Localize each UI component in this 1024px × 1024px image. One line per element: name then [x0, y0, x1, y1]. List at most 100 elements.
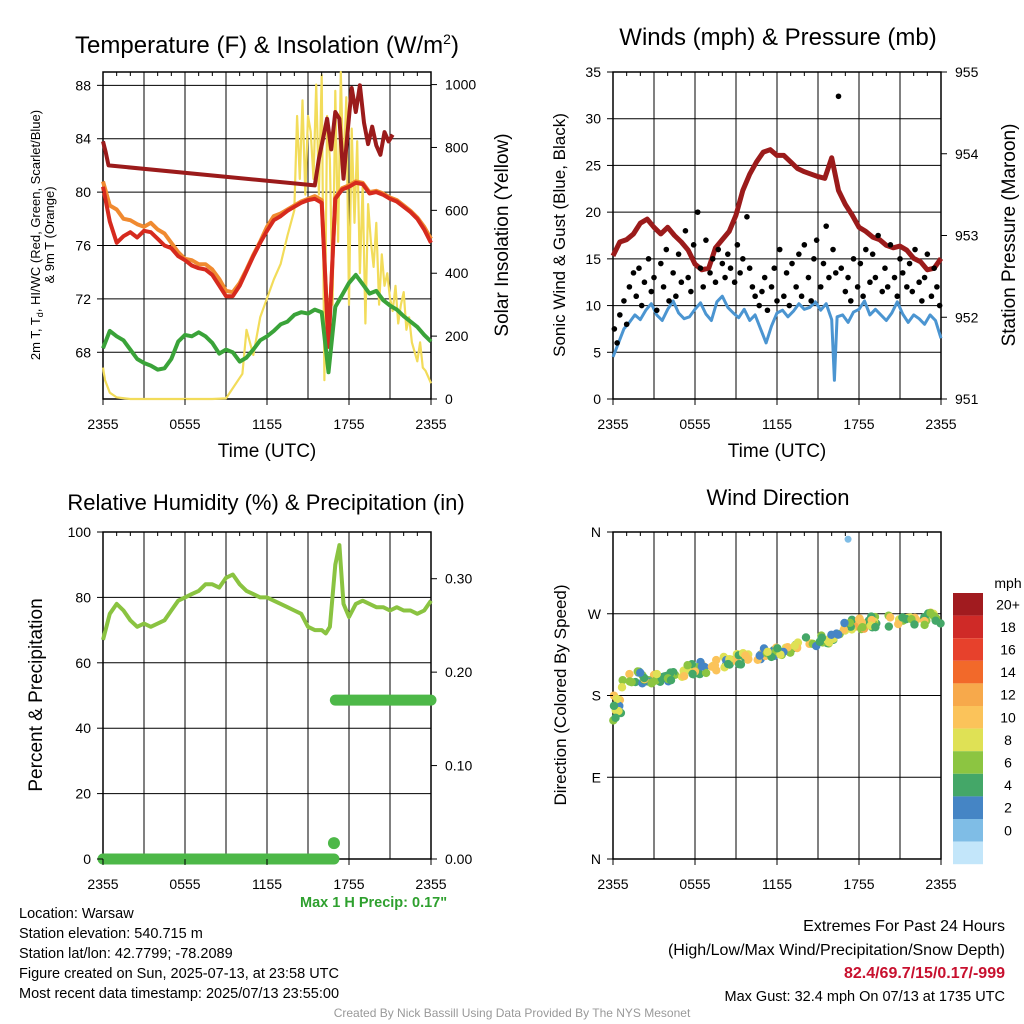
y-tick-label-right: 955 — [955, 64, 979, 80]
x-tick-label: 1755 — [843, 416, 874, 432]
y-tick-label: 60 — [75, 655, 91, 671]
direction-point — [840, 618, 849, 628]
colorbar-swatch — [953, 819, 983, 842]
y-tick-label-right: 0.20 — [445, 664, 472, 680]
direction-point — [817, 633, 827, 642]
colorbar-label: 14 — [1000, 664, 1016, 680]
winds-title: Winds (mph) & Pressure (mb) — [619, 24, 936, 51]
x-tick-label: 2355 — [87, 876, 118, 892]
colorbar-label: 18 — [1000, 619, 1016, 635]
gust-point — [872, 274, 879, 281]
direction-point — [871, 622, 880, 632]
gust-point — [725, 251, 731, 257]
gust-point — [653, 307, 660, 314]
y-tick-label-right: 0.10 — [445, 758, 472, 774]
gust-point — [752, 293, 758, 300]
direction-point — [666, 676, 676, 685]
direction-point — [855, 614, 864, 623]
wind-direction-title: Wind Direction — [706, 485, 849, 510]
direction-point — [790, 641, 799, 650]
gust-point — [793, 284, 799, 290]
station-info: Location: Warsaw Station elevation: 540.… — [19, 904, 339, 1004]
gust-point — [854, 284, 861, 290]
gust-point — [776, 246, 783, 253]
winds-left-ylabel: Sonic Wind & Gust (Blue, Black) — [550, 113, 569, 357]
gust-point — [867, 279, 873, 286]
y-tick-label-right: 952 — [955, 309, 979, 325]
gust-point — [894, 293, 901, 300]
gust-point — [756, 302, 763, 309]
gust-point — [931, 265, 937, 272]
gust-point — [875, 232, 881, 239]
gust-point — [737, 270, 743, 276]
gust-point — [771, 265, 778, 272]
gust-point — [675, 251, 682, 257]
credit-line: Created By Nick Bassill Using Data Provi… — [333, 1006, 691, 1020]
direction-point — [701, 668, 711, 678]
gust-point — [670, 270, 676, 276]
wind-direction-panel: Wind Direction 2355 0555 1155 1755 2355 N W S E N… — [551, 485, 1022, 892]
extremes-values: 82.4/69.7/15/0.17/-999 — [843, 965, 1005, 982]
direction-point — [652, 669, 662, 679]
gust-point — [709, 256, 716, 262]
colorbar-swatch — [953, 615, 983, 639]
gust-point — [845, 274, 851, 281]
y-tick-label: N — [591, 524, 601, 540]
humidity-left-ylabel: Percent & Precipitation — [26, 598, 47, 791]
colorbar-swatch — [953, 728, 983, 752]
direction-point — [618, 676, 627, 685]
temperature-panel: Temperature (F) & Insolation (W/m2) 2355… — [28, 31, 513, 462]
y-tick-label: 76 — [75, 238, 91, 254]
x-tick-label: 1155 — [252, 876, 282, 892]
x-tick-label: 1755 — [333, 876, 364, 892]
gust-point — [842, 288, 849, 295]
gust-point — [645, 256, 652, 262]
gust-point — [633, 293, 640, 300]
colorbar-label: 8 — [1004, 732, 1012, 748]
gust-point — [614, 340, 620, 346]
x-tick-label: 0555 — [169, 876, 200, 892]
direction-point — [755, 651, 764, 660]
gust-point — [879, 288, 886, 295]
gust-point — [690, 242, 697, 248]
gust-point — [749, 284, 756, 290]
direction-point — [625, 669, 634, 679]
direction-point — [801, 633, 811, 642]
x-tick-label: 2355 — [597, 876, 628, 892]
colorbar-label: 12 — [1000, 687, 1016, 703]
gust-point — [740, 256, 746, 262]
gust-point — [928, 293, 935, 300]
direction-point — [710, 661, 720, 670]
gust-point — [783, 270, 790, 276]
y-tick-label: 0 — [593, 391, 601, 407]
gust-point — [722, 274, 728, 281]
gust-point — [660, 284, 667, 290]
direction-point — [679, 672, 689, 681]
x-tick-label: 2355 — [925, 416, 956, 432]
y-tick-label: 25 — [585, 157, 601, 173]
colorbar-swatch — [953, 841, 983, 865]
gust-point — [820, 260, 827, 267]
direction-point — [776, 650, 785, 659]
winds-xlabel: Time (UTC) — [728, 441, 827, 462]
direction-point — [647, 679, 656, 688]
latlon-text: Station lat/lon: 42.7799; -78.2089 — [19, 946, 233, 962]
direction-point — [839, 625, 849, 634]
colorbar-swatch — [953, 638, 983, 661]
gust-point — [835, 93, 842, 100]
gust-point — [863, 246, 869, 253]
gust-point — [764, 307, 771, 314]
y-tick-label: S — [592, 688, 601, 704]
gust-point — [638, 302, 645, 309]
gust-point — [719, 260, 726, 267]
gust-point — [651, 274, 657, 281]
series-station-pressure — [610, 147, 944, 273]
y-tick-label-right: 0 — [445, 391, 453, 407]
colorbar-label: 6 — [1004, 755, 1012, 771]
gust-point — [617, 312, 623, 318]
gust-point — [700, 284, 706, 290]
y-tick-label: 35 — [585, 64, 601, 80]
gust-point — [919, 298, 925, 304]
direction-point — [627, 677, 636, 687]
